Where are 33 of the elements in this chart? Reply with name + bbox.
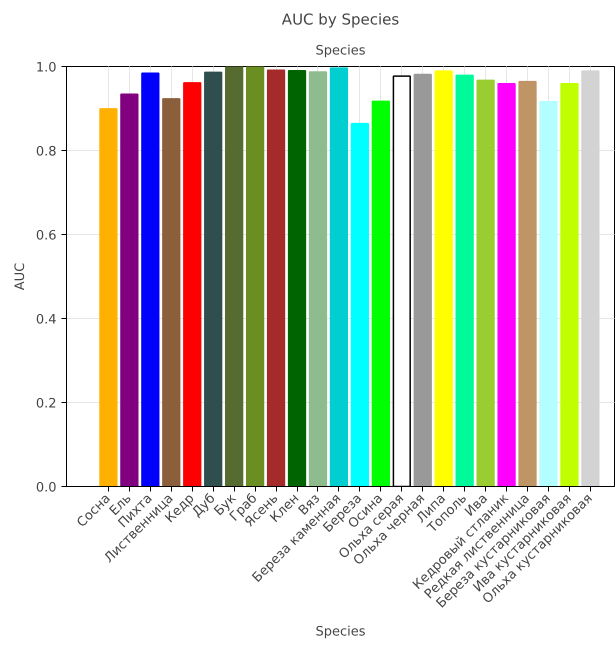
bar [330, 67, 348, 486]
bar [225, 66, 244, 486]
y-axis-title: AUC [12, 262, 28, 290]
bar [266, 70, 286, 486]
y-tick-label: 0.8 [36, 144, 57, 160]
bar [288, 70, 306, 486]
bar [120, 93, 138, 486]
bar [204, 72, 222, 486]
bar [560, 82, 579, 486]
text: Species [315, 44, 366, 58]
bar [456, 74, 474, 486]
bar [539, 101, 558, 486]
y-tick-label: 0.0 [36, 480, 57, 496]
y-tick-label: 0.4 [36, 312, 57, 328]
bar [99, 108, 118, 486]
bar [476, 80, 495, 486]
bar [518, 80, 537, 486]
bar [350, 122, 370, 486]
y-tick-label: 1.0 [36, 60, 57, 76]
x-axis-title: Species [315, 624, 366, 640]
bar [414, 74, 432, 486]
bar [162, 98, 180, 486]
y-tick-label: 0.2 [36, 396, 57, 412]
y-tick-label: 0.6 [36, 228, 57, 244]
chart-title: AUC by Species [282, 10, 400, 28]
bar [372, 100, 390, 486]
bar [308, 71, 328, 486]
bar [141, 72, 160, 486]
bar [183, 82, 202, 486]
bar [581, 70, 600, 486]
bar [246, 66, 264, 486]
bar [497, 82, 516, 486]
bar [434, 70, 453, 486]
